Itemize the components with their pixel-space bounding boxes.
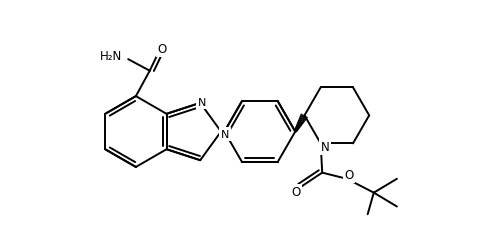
Text: N: N bbox=[321, 140, 330, 153]
Text: O: O bbox=[157, 43, 167, 56]
Text: H₂N: H₂N bbox=[100, 50, 122, 62]
Text: N: N bbox=[221, 129, 229, 139]
Text: N: N bbox=[198, 98, 206, 108]
Text: O: O bbox=[345, 169, 354, 182]
Text: O: O bbox=[291, 186, 301, 198]
